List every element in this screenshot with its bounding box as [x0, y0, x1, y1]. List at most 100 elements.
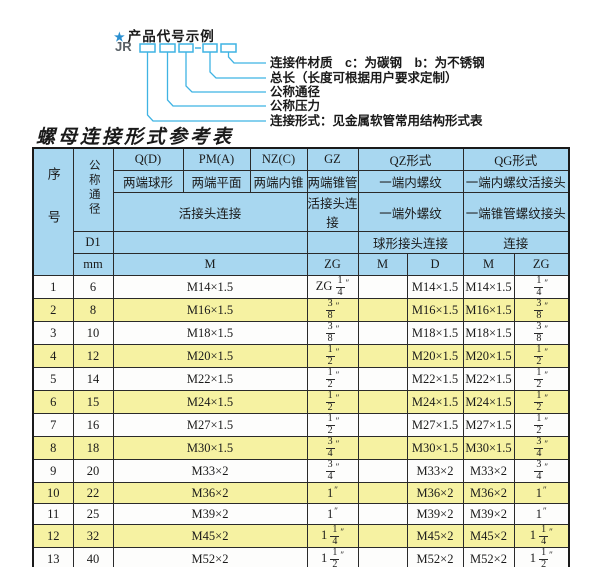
cell-dn: 6 [72, 275, 114, 299]
cell-no: 12 [32, 524, 74, 548]
cell-qz_m [357, 503, 408, 525]
cell-m: M24×1.5 [112, 390, 308, 414]
cell-no: 3 [32, 321, 74, 345]
table-row: 1 6 M14×1.5 ZG 1 4 ″ M14×1.5 M14×1.5 1 4 ″ [32, 275, 570, 299]
table-body: 1 6 M14×1.5 ZG 1 4 ″ M14×1.5 M14×1.5 1 4 ″ 2 8 M16×1.… [32, 275, 570, 567]
cell-qg_m: M52×2 [462, 547, 515, 567]
cell-dn: 16 [72, 413, 114, 437]
cell-dn: 8 [72, 298, 114, 322]
cell-qg_zg: 1 2 ″ [513, 413, 570, 437]
cell-zg: 1 2 ″ [306, 413, 359, 437]
reference-table: 序号 公称通径 Q(D) PM(A) NZ(C) GZ QZ形式 QG形式 两端… [32, 147, 571, 567]
cell-qz_d: M45×2 [406, 524, 464, 548]
cell-no: 9 [32, 459, 74, 483]
table-row: 5 14 M22×1.5 1 2 ″ M22×1.5 M22×1.5 1 2 ″ [32, 367, 570, 391]
connector-length [209, 52, 266, 79]
code-box-3 [178, 43, 194, 53]
code-box-1 [139, 43, 156, 53]
cell-dn: 22 [72, 482, 114, 504]
cell-qg_m: M24×1.5 [462, 390, 515, 414]
cell-m: M14×1.5 [112, 275, 308, 299]
diagram-title: ★ 产品代号示例 [114, 25, 215, 45]
header-qg-desc1: 一端内螺纹活接头 [462, 170, 570, 193]
cell-qg_m: M45×2 [462, 524, 515, 548]
connector-form [146, 52, 266, 122]
table-row: 6 15 M24×1.5 1 2 ″ M24×1.5 M24×1.5 1 2 ″ [32, 390, 570, 414]
cell-zg: 1 1 2 ″ [306, 547, 359, 567]
cell-no: 2 [32, 298, 74, 322]
cell-no: 10 [32, 482, 74, 504]
cell-qz_d: M30×1.5 [406, 436, 464, 460]
cell-m: M18×1.5 [112, 321, 308, 345]
cell-qg_zg: 1″ [513, 503, 570, 525]
header-qg-m: M [462, 253, 515, 276]
header-qg-zg: ZG [513, 253, 570, 276]
cell-dn: 18 [72, 436, 114, 460]
cell-qz_m [357, 298, 408, 322]
cell-no: 11 [32, 503, 74, 525]
cell-qg_m: M14×1.5 [462, 275, 515, 299]
label-length: 总长（长度可根据用户要求定制） [270, 71, 458, 85]
cell-dn: 25 [72, 503, 114, 525]
header-d1: D1 [72, 231, 114, 254]
cell-zg: 3 8 ″ [306, 321, 359, 345]
cell-zg: 1 2 ″ [306, 344, 359, 368]
cell-dn: 12 [72, 344, 114, 368]
table-row: 3 10 M18×1.5 3 8 ″ M18×1.5 M18×1.5 3 8 ″ [32, 321, 570, 345]
diagram-title-text: 产品代号示例 [127, 29, 215, 44]
cell-qz_d: M16×1.5 [406, 298, 464, 322]
star-icon: ★ [114, 30, 126, 44]
cell-no: 1 [32, 275, 74, 299]
cell-qg_m: M33×2 [462, 459, 515, 483]
table-row: 2 8 M16×1.5 3 8 ″ M16×1.5 M16×1.5 3 8 ″ [32, 298, 570, 322]
header-blank-m [112, 231, 308, 254]
header-qd-desc: 两端球形 [112, 170, 184, 193]
cell-m: M45×2 [112, 524, 308, 548]
cell-qz_d: M27×1.5 [406, 413, 464, 437]
header-qz-d: D [406, 253, 464, 276]
cell-qz_m [357, 547, 408, 567]
header-nzc-desc: 两端内锥 [249, 170, 308, 193]
label-form: 连接形式：见金属软管常用结构形式表 [270, 114, 483, 128]
cell-qz_m [357, 459, 408, 483]
header-unit-zg: ZG [306, 253, 359, 276]
cell-zg: 1 2 ″ [306, 390, 359, 414]
cell-zg: 1″ [306, 503, 359, 525]
cell-qz_d: M52×2 [406, 547, 464, 567]
header-union-conn: 活接头连接 [112, 192, 308, 232]
header-gz-desc: 两端锥管 [306, 170, 359, 193]
cell-dn: 10 [72, 321, 114, 345]
header-dn: 公称通径 [72, 147, 114, 232]
cell-qz_m [357, 344, 408, 368]
cell-zg: 3 8 ″ [306, 298, 359, 322]
cell-no: 6 [32, 390, 74, 414]
header-col-gz: GZ [306, 147, 359, 171]
product-code-diagram: ★ 产品代号示例 JR 连接件材质 c：为碳钢 b：为不锈钢 总长（长度可根据用户… [0, 0, 600, 147]
cell-qg_zg: 3 4 ″ [513, 459, 570, 483]
cell-qg_m: M39×2 [462, 503, 515, 525]
cell-m: M36×2 [112, 482, 308, 504]
cell-zg: 3 4 ″ [306, 436, 359, 460]
cell-qz_d: M39×2 [406, 503, 464, 525]
cell-qg_zg: 3 4 ″ [513, 436, 570, 460]
header-unit-m: M [112, 253, 308, 276]
table-header: 序号 公称通径 Q(D) PM(A) NZ(C) GZ QZ形式 QG形式 两端… [32, 147, 570, 276]
code-connector-lines [139, 43, 266, 122]
cell-qg_zg: 3 8 ″ [513, 321, 570, 345]
cell-qz_d: M22×1.5 [406, 367, 464, 391]
header-seq: 序号 [32, 147, 74, 276]
header-gz-conn: 活接头连接 [306, 192, 359, 232]
header-qz-desc2: 一端外螺纹 [357, 192, 464, 232]
table-row: 8 18 M30×1.5 3 4 ″ M30×1.5 M30×1.5 3 4 ″ [32, 436, 570, 460]
cell-qg_m: M18×1.5 [462, 321, 515, 345]
cell-qg_m: M36×2 [462, 482, 515, 504]
cell-qz_d: M14×1.5 [406, 275, 464, 299]
table-row: 7 16 M27×1.5 1 2 ″ M27×1.5 M27×1.5 1 2 ″ [32, 413, 570, 437]
code-box-2 [159, 43, 176, 53]
cell-m: M39×2 [112, 503, 308, 525]
header-pma-desc: 两端平面 [182, 170, 251, 193]
table-row: 10 22 M36×2 1″ M36×2 M36×2 1″ [32, 482, 570, 504]
cell-qg_zg: 1 2 ″ [513, 390, 570, 414]
cell-dn: 14 [72, 367, 114, 391]
